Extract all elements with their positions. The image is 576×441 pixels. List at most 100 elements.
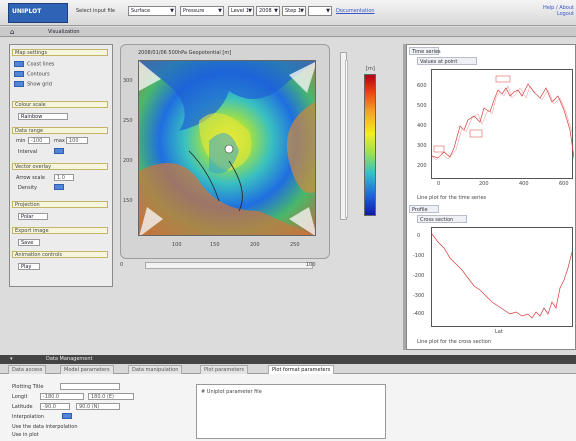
tick-label: 100 [172,242,182,248]
time-series-subtitle: Values at point [417,57,477,65]
chevron-down-icon: ▼ [248,8,252,14]
contours-checkbox[interactable]: Contours [14,71,50,78]
tick-label: 200 [250,242,260,248]
visualization-label: Visualization [48,29,80,35]
secondary-bar: ⌂ Visualization [0,27,576,37]
density-toggle[interactable] [54,184,64,190]
map-image[interactable] [138,60,316,236]
coast-checkbox[interactable]: Coast lines [14,61,54,68]
slider-max-label: 100 [306,262,316,268]
time-series-chart[interactable] [431,69,575,179]
projection-select[interactable]: Polar [18,213,48,220]
min-input[interactable]: -100 [28,137,50,144]
tab-plot-parameters[interactable]: Plot parameters [200,365,249,374]
tick-label: 500 [417,103,427,109]
section-colour-scale[interactable]: Colour scale [12,101,108,108]
tick-label: 250 [123,118,133,124]
toggle-icon [14,61,24,67]
profile-x-label: Lat [495,329,503,335]
slider-min-label: 0 [120,262,124,268]
latitude-label: Latitude [12,404,33,410]
section-animation[interactable]: Animation controls [12,251,108,258]
chevron-down-icon: ▼ [326,8,330,14]
input-file-select[interactable]: Surface ▼ [128,6,176,16]
tick-label: 600 [417,83,427,89]
longitude-to-input[interactable]: 180.0 (E) [88,393,134,400]
time-select[interactable]: 2008 ▼ [256,6,280,16]
time-series-title: Time series [409,47,441,55]
tab-plot-format-parameters[interactable]: Plot format parameters [268,365,335,374]
help-link[interactable]: Help / About [542,5,574,11]
profile-chart[interactable] [431,227,573,327]
parameter-textarea[interactable]: # Uniplot parameter file [196,384,386,439]
tick-label: 300 [417,143,427,149]
chevron-down-icon: ▼ [274,8,278,14]
play-button[interactable]: Play [18,263,40,270]
interpolation-toggle[interactable] [62,413,72,419]
tick-label: 150 [210,242,220,248]
tick-label: 600 [559,181,569,187]
tick-label: 300 [123,78,133,84]
interval-toggle[interactable] [54,148,64,154]
panel-splitter[interactable] [403,44,407,350]
tab-data-access[interactable]: Data access [8,365,47,374]
app-logo[interactable]: UNIPLOT [8,3,68,23]
home-icon[interactable]: ⌂ [10,28,15,36]
time-slider[interactable] [145,262,313,269]
tick-label: 400 [417,123,427,129]
tick-label: 400 [519,181,529,187]
top-toolbar: UNIPLOT Select input file Surface ▼ Press… [0,0,576,26]
section-projection[interactable]: Projection [12,201,108,208]
export-button[interactable]: Save [18,239,40,246]
chevron-down-icon: ▼ [170,8,174,14]
section-data-range[interactable]: Data range [12,127,108,134]
polar-field-map [139,61,315,235]
step-select[interactable]: Step 1 ▼ [282,6,306,16]
profile-subtitle: Cross section [417,215,467,223]
max-label: max [54,138,65,144]
input-file-label: Select input file [76,8,116,14]
documentation-link[interactable]: Documentation [336,8,375,14]
top-links: Help / About Logout [532,5,574,17]
tick-label: -300 [413,293,425,299]
latitude-to-input[interactable]: 90.0 (N) [76,403,120,410]
section-vector-overlay[interactable]: Vector overlay [12,163,108,170]
plot-title-input[interactable] [60,383,120,390]
density-label: Density [18,185,38,191]
logo-text: UNIPLOT [12,8,42,15]
collapse-icon[interactable]: ▾ [10,356,13,362]
tab-model-parameters[interactable]: Model parameters [60,365,114,374]
arrow-scale-label: Arrow scale [16,175,45,181]
longitude-from-input[interactable]: -180.0 [40,393,84,400]
interval-label: Interval [18,149,38,155]
arrow-scale-input[interactable]: 1.0 [54,174,74,181]
use-in-plot-label: Use in plot [12,432,39,438]
tick-label: 250 [290,242,300,248]
colour-scale-select[interactable]: Rainbow [18,113,68,120]
latitude-from-input[interactable]: -90.0 [40,403,70,410]
chevron-down-icon: ▼ [218,8,222,14]
level-select[interactable]: Level 1 ▼ [228,6,254,16]
max-input[interactable]: 100 [66,137,88,144]
map-title: 2008/01/06 500hPa Geopotential [m] [138,50,232,56]
toggle-icon [14,71,24,77]
tick-label: -200 [413,273,425,279]
extra-select[interactable]: ▼ [308,6,332,16]
tick-label: 0 [417,233,421,239]
tab-data-manipulation[interactable]: Data manipulation [128,365,183,374]
time-series-footer: Line plot for the time series [417,195,487,201]
chart-panel: Time series Values at point 600 500 400 … [406,44,576,350]
vertical-slider-track[interactable] [345,60,348,218]
logout-link[interactable]: Logout [556,11,574,17]
bottom-header: ▾ Data Management [0,355,576,364]
profile-plot [431,233,573,319]
longitude-label: Longit [12,394,28,400]
profile-title: Profile [409,205,439,213]
section-export[interactable]: Export image [12,227,108,234]
tick-label: 200 [417,163,427,169]
time-series-plot [431,75,575,161]
field-select[interactable]: Pressure ▼ [180,6,224,16]
section-map-settings[interactable]: Map settings [12,49,108,56]
color-bar [364,74,376,216]
grid-checkbox[interactable]: Show grid [14,81,52,88]
